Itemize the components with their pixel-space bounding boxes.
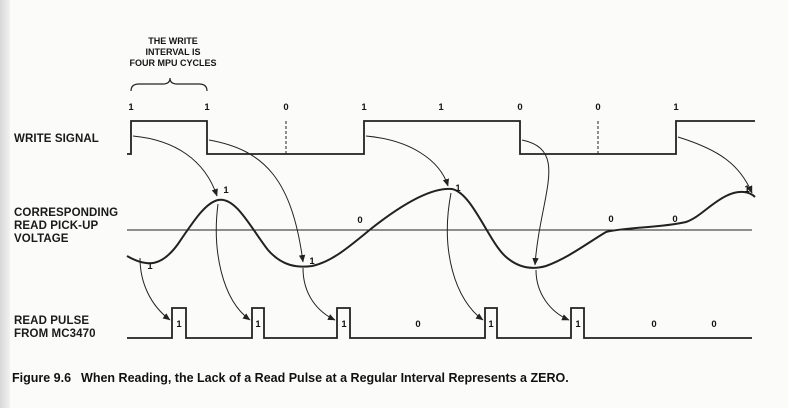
write-interval-brace: [130, 77, 208, 92]
voltage-mark-4: 0: [357, 215, 363, 226]
voltage-mark-7: 0: [672, 214, 678, 225]
pulse-mark-1: 1: [176, 319, 182, 330]
write-bit-4: 1: [361, 102, 367, 113]
pulse-mark-3: 1: [341, 319, 347, 330]
pulse-mark-6: 1: [575, 319, 581, 330]
write-interval-annotation: THE WRITE INTERVAL IS FOUR MPU CYCLES: [129, 36, 217, 68]
voltage-mark-2: 1: [223, 185, 229, 196]
write-bit-7: 0: [595, 102, 601, 113]
voltage-mark-3: 1: [309, 256, 315, 267]
figure-caption-text: When Reading, the Lack of a Read Pulse a…: [81, 371, 569, 385]
read-pulse-train: [127, 307, 752, 339]
voltage-to-pulse-arrows: [139, 192, 570, 321]
read-voltage-curve: [126, 187, 756, 269]
pulse-mark-5: 1: [488, 319, 494, 330]
voltage-mark-5: 1: [455, 183, 461, 194]
zero-bit-markers: [285, 121, 599, 154]
label-write-signal: WRITE SIGNAL: [14, 133, 99, 145]
write-bit-1: 1: [128, 102, 134, 113]
label-read-voltage: CORRESPONDING READ PICK-UP VOLTAGE: [14, 207, 119, 245]
figure-caption: Figure 9.6 When Reading, the Lack of a Re…: [12, 371, 569, 385]
voltage-mark-1: 1: [147, 261, 153, 272]
write-bit-2: 1: [204, 102, 210, 113]
write-bit-3: 0: [283, 102, 289, 113]
voltage-mark-6: 0: [608, 214, 614, 225]
write-signal-waveform: [127, 120, 755, 155]
write-bit-8: 1: [673, 102, 679, 113]
write-bit-6: 0: [517, 102, 523, 113]
figure-number: Figure 9.6: [12, 371, 72, 385]
voltage-mark-8: 1: [744, 184, 750, 195]
pulse-mark-4: 0: [415, 319, 421, 330]
pulse-mark-8: 0: [711, 319, 717, 330]
page-edge-shadow: [0, 0, 10, 408]
pulse-mark-7: 0: [651, 319, 657, 330]
label-read-pulse: READ PULSE FROM MC3470: [14, 315, 96, 340]
write-bit-5: 1: [438, 102, 444, 113]
pulse-mark-2: 1: [255, 319, 261, 330]
write-to-voltage-arrows: [132, 135, 753, 266]
